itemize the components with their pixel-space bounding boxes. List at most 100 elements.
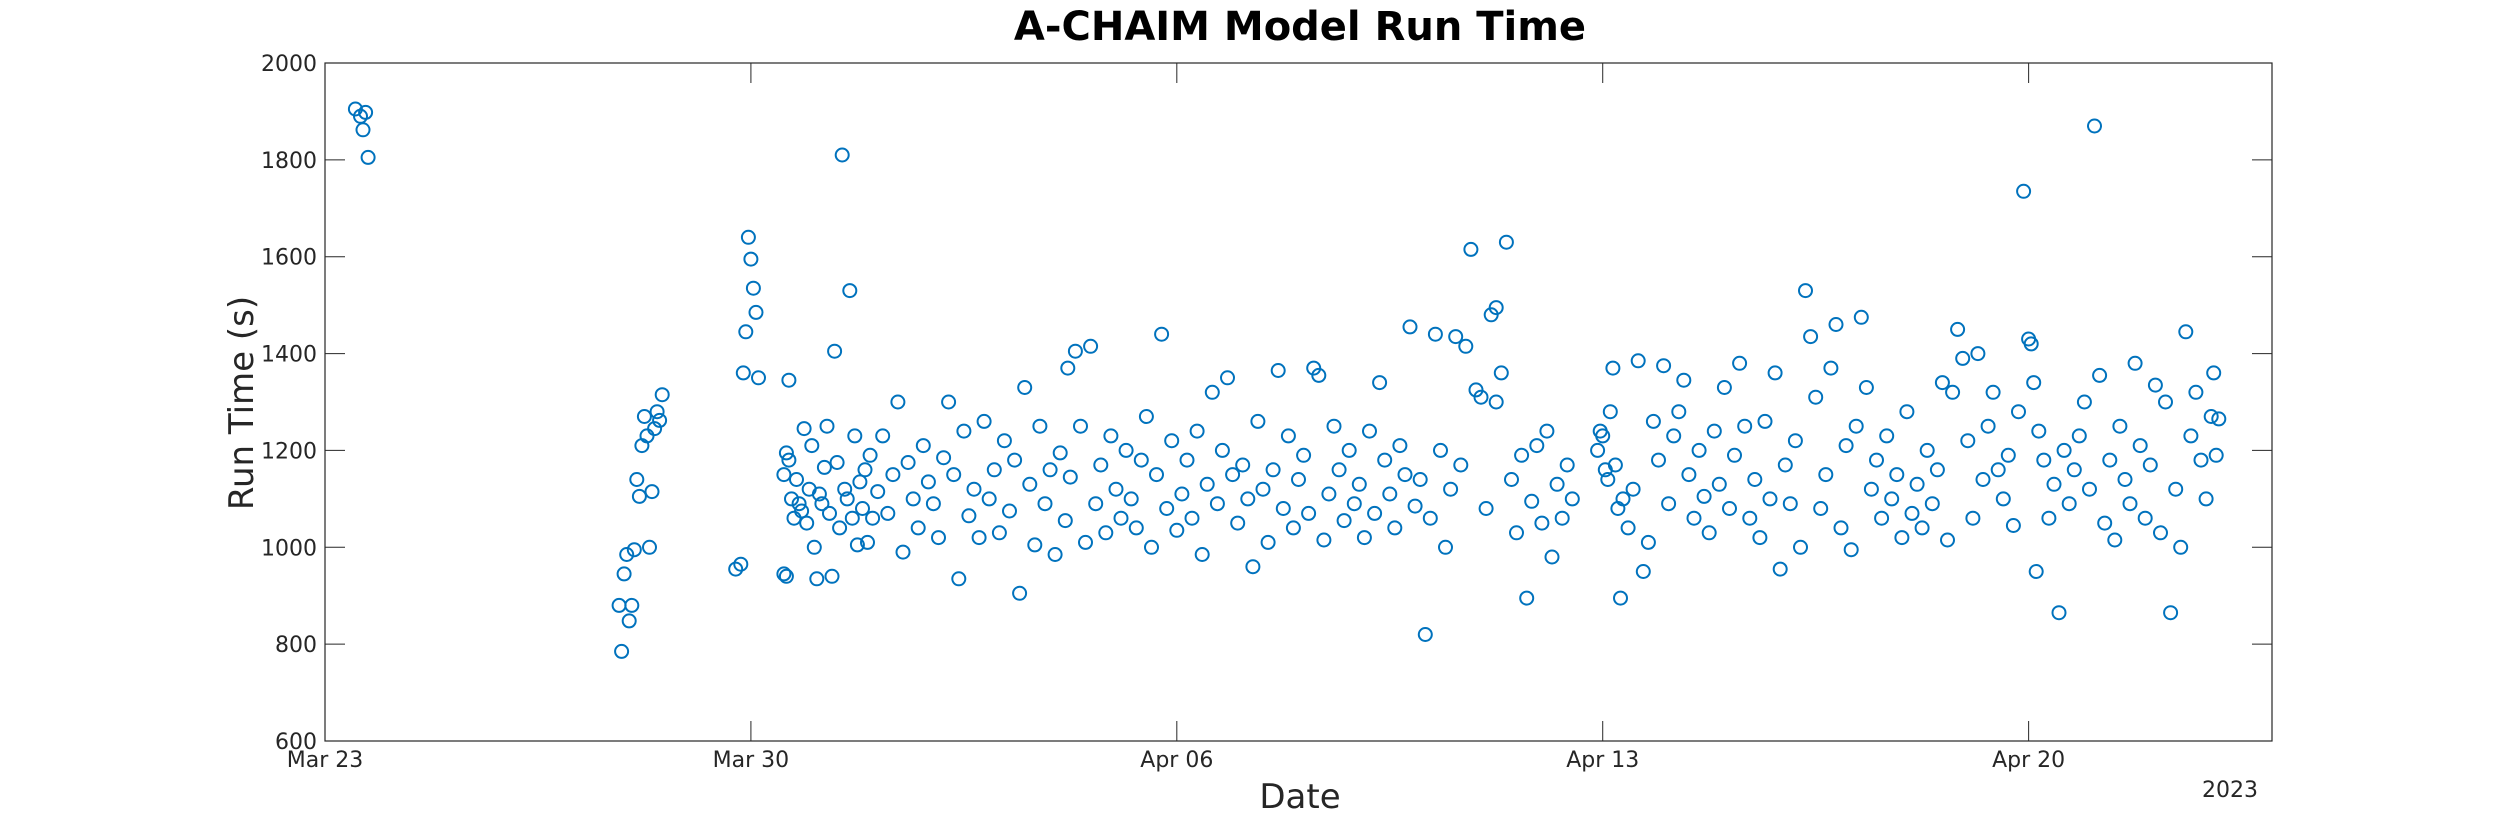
x-tick-label: Apr 13: [1566, 748, 1639, 773]
data-point: [2122, 496, 2138, 512]
data-point: [1042, 462, 1058, 478]
y-tick-label: 1800: [261, 149, 317, 174]
data-point: [1138, 409, 1154, 424]
x-tick-label: Mar 30: [713, 748, 790, 773]
data-point: [2147, 377, 2163, 393]
data-point: [751, 370, 766, 386]
data-point: [2183, 428, 2199, 444]
data-point: [1722, 501, 1737, 516]
data-point: [1230, 515, 1246, 531]
data-point: [852, 474, 868, 490]
data-point: [2011, 404, 2026, 420]
data-point: [2071, 428, 2087, 444]
data-point: [1209, 496, 1225, 512]
data-point: [652, 412, 668, 428]
data-point: [1762, 491, 1778, 507]
data-point: [1960, 433, 1976, 449]
data-point: [2158, 394, 2173, 410]
data-point: [1803, 329, 1819, 345]
data-point: [1975, 472, 1991, 487]
data-point: [2051, 605, 2067, 621]
data-point: [2163, 605, 2179, 621]
y-axis-label: Run Time (s): [222, 296, 262, 510]
data-point: [2023, 336, 2039, 352]
data-point: [740, 229, 756, 245]
data-point: [1199, 476, 1215, 492]
data-point: [1427, 326, 1443, 342]
data-point: [1559, 457, 1575, 473]
data-point: [728, 561, 744, 577]
x-axis: Mar 23 Mar 30 Apr 06 Apr 13 Apr 20: [287, 63, 2065, 773]
data-point: [811, 486, 827, 502]
data-point: [1204, 384, 1220, 400]
data-point: [791, 496, 807, 512]
data-point: [1027, 537, 1043, 553]
data-point: [1392, 438, 1408, 454]
data-point: [915, 438, 931, 454]
data-point: [1159, 501, 1175, 516]
chart-title: A-CHAIM Model Run Time: [1014, 4, 1586, 50]
data-point: [981, 491, 997, 507]
data-point: [1057, 513, 1073, 529]
data-point: [1463, 241, 1479, 257]
data-point: [857, 462, 873, 478]
data-point: [1301, 505, 1317, 521]
data-point: [1549, 476, 1565, 492]
data-point: [1144, 539, 1159, 555]
data-point: [1433, 442, 1448, 458]
data-point: [1346, 496, 1362, 512]
data-point: [966, 481, 982, 497]
data-point: [2056, 442, 2072, 458]
data-point: [789, 472, 804, 487]
data-point: [862, 447, 878, 463]
data-point: [1351, 476, 1367, 492]
data-point: [776, 566, 792, 582]
data-point: [2193, 452, 2209, 468]
data-point: [644, 484, 660, 500]
data-point: [1813, 501, 1829, 516]
data-point: [1438, 539, 1453, 555]
data-point: [1179, 452, 1195, 468]
data-point: [1377, 452, 1393, 468]
data-point: [1387, 520, 1403, 536]
data-point: [1909, 476, 1925, 492]
data-point: [1630, 353, 1646, 369]
data-point: [1737, 418, 1753, 434]
data-point: [1602, 404, 1618, 420]
data-point: [1858, 380, 1874, 395]
data-point: [839, 491, 855, 507]
data-point: [961, 508, 977, 524]
data-point: [2173, 539, 2189, 555]
data-point: [2168, 481, 2184, 497]
data-point: [2076, 394, 2092, 410]
data-point: [1037, 496, 1053, 512]
data-point: [1493, 365, 1509, 381]
data-point: [1914, 520, 1930, 536]
data-point: [809, 571, 825, 587]
data-point: [2206, 365, 2222, 381]
data-point: [626, 542, 642, 558]
data-point: [1280, 428, 1296, 444]
data-point: [2082, 481, 2097, 497]
data-point: [1940, 532, 1955, 548]
data-point: [1164, 433, 1180, 449]
data-point: [1336, 513, 1352, 529]
plot-area: [324, 62, 2273, 742]
data-point: [360, 149, 376, 165]
data-point: [1595, 428, 1611, 444]
data-point: [1798, 283, 1813, 299]
data-point: [743, 251, 759, 267]
data-point: [804, 438, 820, 454]
data-point: [1407, 498, 1423, 514]
data-point: [1362, 423, 1377, 439]
data-point: [1635, 564, 1651, 579]
data-point: [1732, 355, 1748, 371]
data-point: [1686, 510, 1702, 526]
data-point: [931, 530, 946, 546]
data-point: [1706, 423, 1722, 439]
data-point: [1990, 462, 2006, 478]
data-point: [1539, 423, 1555, 439]
data-point: [1002, 503, 1017, 519]
data-point: [1458, 338, 1474, 354]
data-point: [1372, 375, 1388, 391]
